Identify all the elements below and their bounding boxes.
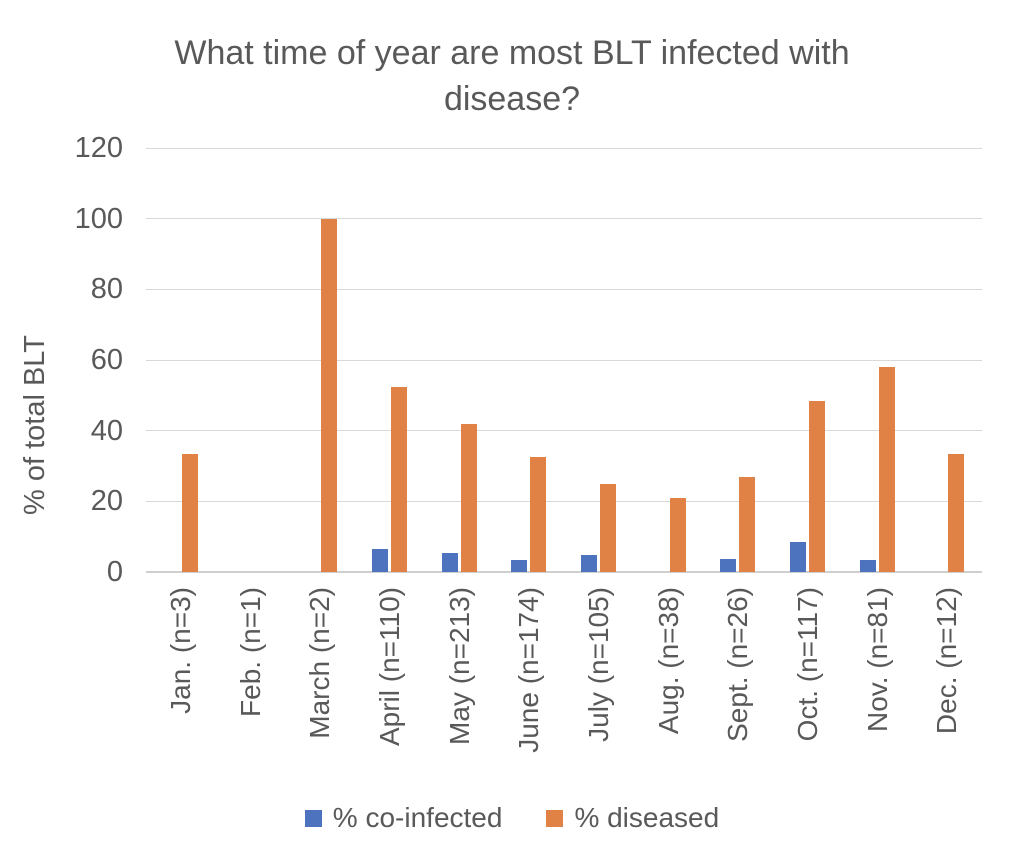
y-tick-label: 120 <box>74 132 123 164</box>
legend-swatch-co-infected <box>304 809 322 827</box>
x-axis-label: Feb. (n=1) <box>234 587 266 717</box>
legend-item: % diseased <box>546 802 719 834</box>
bar-diseased <box>948 454 965 572</box>
bar-diseased <box>390 386 407 572</box>
bar-co-infected <box>441 552 458 572</box>
bar-diseased <box>878 367 895 572</box>
bar-co-infected <box>789 541 806 572</box>
bar-diseased <box>669 497 686 572</box>
y-tick-label: 60 <box>90 344 123 376</box>
bar-co-infected <box>859 559 876 572</box>
legend: % co-infected % diseased <box>0 799 1024 837</box>
y-tick-label: 20 <box>90 485 123 518</box>
gridline <box>146 359 982 361</box>
x-axis-label: Jan. (n=3) <box>164 587 196 714</box>
y-axis-title: % of total BLT <box>19 335 51 515</box>
x-axis-label: Dec. (n=12) <box>931 587 963 735</box>
gridline <box>146 147 982 149</box>
y-tick-label: 40 <box>90 414 123 447</box>
x-axis-label: March (n=2) <box>304 587 336 739</box>
x-axis-label: Sept. (n=26) <box>722 587 754 742</box>
bar-diseased <box>530 457 547 572</box>
chart-title: What time of year are most BLT infected … <box>174 34 850 118</box>
bar-diseased <box>739 476 756 572</box>
gridline <box>146 218 982 220</box>
x-axis-label: June (n=174) <box>513 587 545 753</box>
bar-diseased <box>181 454 198 572</box>
bar-diseased <box>460 423 477 572</box>
x-axis-label: Nov. (n=81) <box>861 587 893 732</box>
y-tick-label: 0 <box>106 556 123 588</box>
bar-co-infected <box>371 549 388 572</box>
legend-label: % diseased <box>574 802 720 833</box>
gridline <box>146 430 982 432</box>
x-axis-label: April (n=110) <box>373 587 405 747</box>
bar-co-infected <box>511 559 528 572</box>
bar-diseased <box>599 483 616 572</box>
gridline <box>146 288 982 290</box>
bar-diseased <box>808 400 825 572</box>
y-tick-label: 100 <box>74 202 123 235</box>
gridline <box>146 500 982 502</box>
x-axis-label: Oct. (n=117) <box>791 587 823 742</box>
y-tick-label: 80 <box>90 273 123 306</box>
x-axis-label: July (n=105) <box>582 587 614 742</box>
gridline <box>146 571 982 573</box>
bar-diseased <box>321 218 338 572</box>
legend-item: % co-infected <box>304 802 503 834</box>
bar-co-infected <box>580 555 597 572</box>
legend-swatch-diseased <box>546 809 564 827</box>
legend-label: % co-infected <box>332 802 503 833</box>
x-axis-label: May (n=213) <box>443 587 475 745</box>
bar-co-infected <box>720 558 737 572</box>
x-axis-label: Aug. (n=38) <box>652 587 684 735</box>
